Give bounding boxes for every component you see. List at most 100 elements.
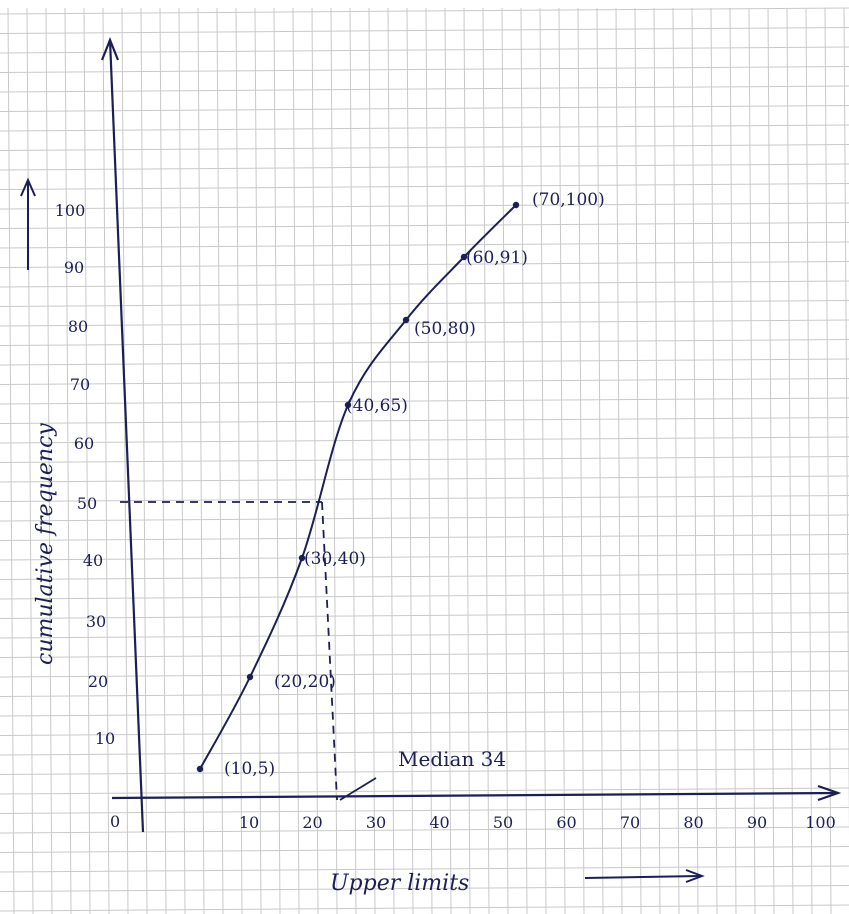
data-point-label: (30,40): [304, 549, 366, 569]
grid-line-vertical: [539, 7, 547, 914]
grid-line-horizontal: [0, 885, 849, 892]
grid-line-vertical: [26, 7, 34, 914]
grid-line-horizontal: [0, 7, 849, 15]
grid-line-horizontal: [0, 826, 849, 834]
grid-line-vertical: [45, 7, 53, 914]
grid-line-horizontal: [0, 241, 849, 249]
grid-line-vertical: [349, 7, 357, 914]
grid-line-vertical: [558, 7, 566, 914]
grid-line-vertical: [406, 7, 414, 914]
grid-line-horizontal: [0, 748, 849, 756]
origin-label: 0: [110, 812, 120, 831]
grid-line-horizontal: [0, 651, 849, 658]
axes: [100, 37, 842, 833]
grid-lines: [0, 7, 849, 914]
grid-line-horizontal: [0, 475, 849, 483]
y-tick-label: 80: [68, 317, 88, 336]
grid-line-vertical: [710, 7, 718, 914]
grid-line-horizontal: [0, 85, 849, 93]
data-point: [344, 401, 352, 409]
grid-line-horizontal: [0, 436, 849, 444]
grid-line-horizontal: [0, 729, 849, 736]
grid-line-vertical: [786, 7, 794, 914]
grid-line-horizontal: [0, 358, 849, 366]
grid-line-horizontal: [0, 144, 849, 151]
x-axis-title-arrowhead: [685, 869, 705, 883]
grid-line-vertical: [634, 7, 642, 914]
x-tick-label: 40: [429, 813, 449, 832]
grid-line-horizontal: [0, 456, 849, 463]
grid-line-vertical: [577, 7, 585, 914]
median-annotation: Median 34: [398, 747, 506, 771]
grid-line-horizontal: [0, 592, 849, 600]
grid-line-horizontal: [0, 46, 849, 54]
grid-line-horizontal: [0, 553, 849, 561]
x-axis-title: Upper limits: [330, 871, 469, 896]
grid-line-horizontal: [0, 709, 849, 717]
grid-line-horizontal: [0, 66, 849, 73]
ogive-series: [196, 201, 520, 773]
data-point: [196, 765, 204, 773]
grid-line-horizontal: [0, 417, 849, 424]
median-guide-lines: [120, 501, 338, 801]
chart-labels: 0 10 20 30 40 50 60 70 80 90 100 10 20 30 40 50 60 70 80 90…: [20, 177, 836, 896]
grid-line-vertical: [805, 7, 813, 914]
grid-line-vertical: [311, 7, 319, 914]
grid-line-horizontal: [0, 183, 849, 190]
y-axis-title: cumulative frequency: [33, 423, 58, 665]
x-tick-label: 50: [493, 813, 513, 832]
grid-line-vertical: [463, 7, 471, 914]
grid-line-horizontal: [0, 163, 849, 171]
y-axis-arrow: [100, 37, 120, 61]
data-point: [512, 201, 520, 209]
grid-line-vertical: [729, 7, 737, 914]
y-tick-label: 30: [86, 612, 106, 631]
grid-line-vertical: [292, 7, 300, 914]
x-tick-label: 70: [620, 813, 640, 832]
grid-line-horizontal: [0, 846, 849, 853]
grid-line-horizontal: [0, 670, 849, 678]
y-tick-label: 100: [55, 201, 86, 220]
data-point: [402, 316, 410, 324]
y-tick-label: 60: [74, 434, 94, 453]
grid-line-horizontal: [0, 514, 849, 522]
grid-line-vertical: [425, 7, 433, 914]
data-point: [246, 673, 254, 681]
grid-line-vertical: [387, 7, 395, 914]
grid-line-horizontal: [0, 397, 849, 405]
grid-line-horizontal: [0, 280, 849, 288]
y-tick-label: 50: [77, 494, 97, 513]
y-axis-title-arrowhead: [20, 177, 36, 197]
grid-line-vertical: [767, 7, 775, 914]
grid-line-horizontal: [0, 339, 849, 346]
grid-line-horizontal: [0, 690, 849, 697]
grid-line-vertical: [653, 7, 661, 914]
y-tick-label: 40: [83, 551, 103, 570]
grid-line-vertical: [691, 7, 699, 914]
grid-line-vertical: [843, 7, 849, 839]
grid-line-vertical: [7, 7, 15, 914]
grid-line-horizontal: [0, 495, 849, 502]
grid-line-horizontal: [0, 378, 849, 385]
data-point-label: (60,91): [466, 248, 528, 268]
data-point-label: (40,65): [346, 396, 408, 416]
grid-line-horizontal: [0, 319, 849, 327]
x-axis-arrow: [817, 784, 842, 802]
grid-line-horizontal: [0, 300, 849, 307]
y-tick-label: 70: [70, 375, 90, 394]
grid-line-horizontal: [0, 27, 849, 34]
grid-line-vertical: [672, 7, 680, 914]
x-tick-label: 20: [302, 813, 322, 832]
grid-line-horizontal: [0, 534, 849, 541]
grid-line-vertical: [520, 7, 528, 914]
grid-line-vertical: [482, 7, 490, 914]
data-point-label: (10,5): [224, 759, 275, 779]
grid-line-vertical: [501, 7, 509, 914]
grid-line-horizontal: [0, 261, 849, 268]
data-point: [460, 253, 468, 261]
data-point-label: (20,20): [274, 672, 336, 692]
grid-line-vertical: [444, 7, 452, 914]
x-axis-line: [111, 791, 839, 800]
grid-line-vertical: [368, 7, 376, 914]
